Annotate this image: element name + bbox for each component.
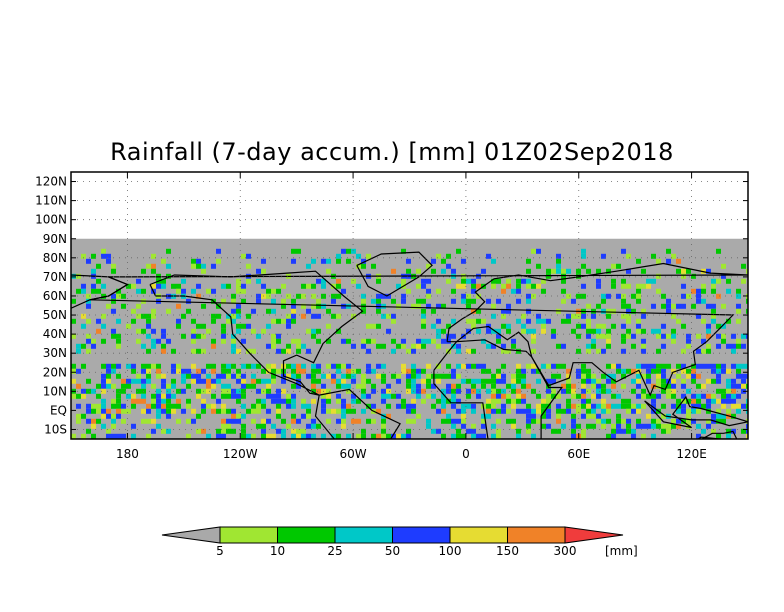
legend-label: 25 [327,544,342,558]
lat-label: 60N [43,289,67,303]
lat-label: 10N [43,384,67,398]
legend-over-triangle [564,526,624,544]
lat-label: 20N [43,365,67,379]
lon-label: 180 [116,447,139,461]
south-america-outline [314,388,401,439]
north-america-outline [149,270,364,396]
lat-label: 30N [43,346,67,360]
legend-unit: [mm] [605,544,638,558]
lat-label: 80N [43,251,67,265]
legend-label: 50 [385,544,400,558]
greenland-outline [356,251,433,297]
map-title: Rainfall (7-day accum.) [mm] 01Z02Sep201… [110,138,674,166]
lat-label: 50N [43,308,67,322]
legend-bin [449,526,508,544]
lat-label: 10S [44,422,67,436]
plot-border [70,171,749,440]
lat-label: 90N [43,232,67,246]
legend-under-triangle [161,526,221,544]
lat-label: 110N [35,194,67,208]
lon-label: 60E [567,447,590,461]
legend-label: 150 [496,544,519,558]
legend-bin [507,526,566,544]
legend-bin [277,526,336,544]
legend-bin [392,526,451,544]
indonesia-outline [644,395,748,429]
legend-bin [219,526,278,544]
lon-label: 120W [223,447,258,461]
lat-label: EQ [50,403,67,417]
lon-label: 120E [676,447,707,461]
lat-label: 70N [43,270,67,284]
legend-label: 5 [216,544,224,558]
eurasia-outline [89,262,748,397]
lon-label: 0 [462,447,470,461]
legend-bin [334,526,393,544]
africa-outline [433,339,563,439]
lon-label: 60W [340,447,367,461]
lat-label: 120N [35,175,67,189]
lat-label: 40N [43,327,67,341]
legend-label: 100 [439,544,462,558]
legend-label: 10 [270,544,285,558]
legend-label: 300 [554,544,577,558]
lat-label: 100N [35,213,67,227]
